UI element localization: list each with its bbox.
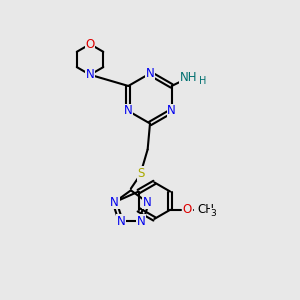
Text: O: O [85,38,95,51]
Text: N: N [110,196,119,208]
Text: N: N [136,215,145,228]
Text: S: S [137,167,145,180]
Text: CH: CH [198,203,215,216]
Text: N: N [167,104,176,118]
Text: N: N [124,104,133,118]
Text: N: N [143,196,152,208]
Text: NH: NH [180,70,197,84]
Text: H: H [199,76,206,86]
Text: N: N [86,68,94,81]
Text: 3: 3 [210,209,216,218]
Text: O: O [183,203,192,216]
Text: N: N [146,67,154,80]
Text: N: N [116,215,125,228]
